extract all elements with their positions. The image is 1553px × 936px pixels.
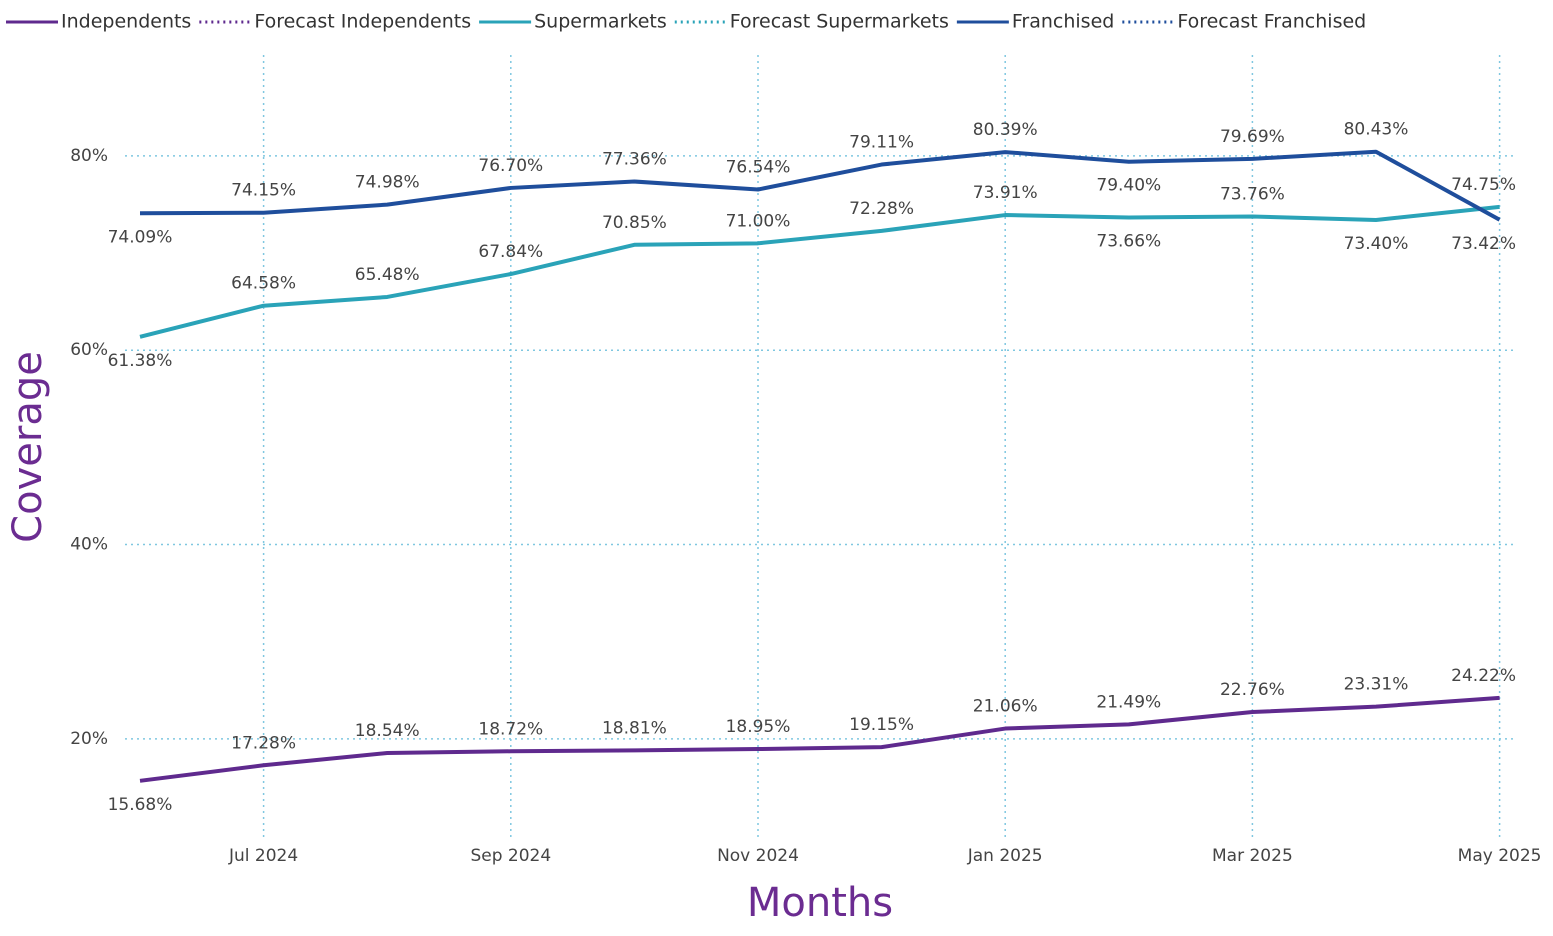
legend-entry: Forecast Franchised	[1177, 11, 1366, 33]
data-label: 61.38%	[108, 351, 173, 371]
data-label: 17.28%	[231, 733, 296, 753]
data-label: 64.58%	[231, 274, 296, 294]
data-label: 70.85%	[602, 213, 667, 233]
data-label: 80.39%	[973, 120, 1038, 140]
data-label: 71.00%	[726, 211, 791, 231]
x-tick-label: May 2025	[1458, 846, 1542, 866]
data-label: 21.49%	[1096, 692, 1161, 712]
y-tick-label: 60%	[70, 340, 108, 360]
data-label: 79.40%	[1096, 176, 1161, 196]
data-label: 72.28%	[849, 199, 914, 219]
data-label: 74.98%	[355, 173, 420, 193]
series-line	[139, 695, 1500, 783]
data-label: 73.66%	[1096, 231, 1161, 251]
x-tick-label: Jan 2025	[967, 846, 1043, 866]
data-label: 74.09%	[108, 227, 173, 247]
y-axis-title: Coverage	[5, 351, 51, 543]
data-label: 74.15%	[231, 181, 296, 201]
series-line	[139, 149, 1501, 222]
data-label: 80.43%	[1344, 120, 1409, 140]
legend-entry: Forecast Supermarkets	[730, 11, 949, 33]
data-label: 18.81%	[602, 718, 667, 738]
data-label: 77.36%	[602, 150, 667, 170]
y-tick-label: 20%	[70, 729, 108, 749]
data-label: 65.48%	[355, 265, 420, 285]
data-label: 79.69%	[1220, 127, 1285, 147]
x-tick-label: Jul 2024	[228, 846, 298, 866]
data-label: 79.11%	[849, 133, 914, 153]
data-label: 18.95%	[726, 717, 791, 737]
x-tick-label: Mar 2025	[1212, 846, 1293, 866]
data-label: 76.54%	[726, 157, 791, 177]
x-tick-label: Nov 2024	[717, 846, 799, 866]
data-label: 73.42%	[1451, 234, 1516, 254]
data-label: 18.54%	[355, 721, 420, 741]
data-label: 23.31%	[1344, 675, 1409, 695]
data-label: 19.15%	[849, 715, 914, 735]
data-label: 18.72%	[478, 719, 543, 739]
data-label: 73.91%	[973, 183, 1038, 203]
data-label: 21.06%	[973, 697, 1038, 717]
data-label: 22.76%	[1220, 680, 1285, 700]
data-label: 74.75%	[1451, 175, 1516, 195]
legend-entry: Supermarkets	[534, 11, 667, 33]
data-label: 73.40%	[1344, 234, 1409, 254]
legend-entry: Franchised	[1012, 11, 1114, 33]
x-tick-label: Sep 2024	[470, 846, 551, 866]
y-tick-label: 80%	[70, 146, 108, 166]
data-label: 73.76%	[1220, 185, 1285, 205]
legend-entry: Independents	[61, 11, 191, 33]
data-label: 67.84%	[478, 242, 543, 262]
x-axis-title: Months	[747, 880, 893, 926]
data-label: 24.22%	[1451, 666, 1516, 686]
legend-entry: Forecast Independents	[254, 11, 471, 33]
data-label: 15.68%	[108, 795, 173, 815]
series-line	[139, 204, 1500, 339]
data-label: 76.70%	[478, 156, 543, 176]
y-tick-label: 40%	[70, 535, 108, 555]
